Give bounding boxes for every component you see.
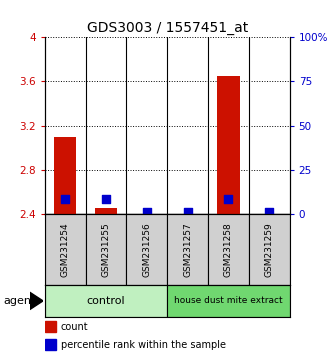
Bar <box>54 137 76 214</box>
Bar <box>167 285 290 317</box>
Bar <box>167 214 208 285</box>
Text: GSM231255: GSM231255 <box>101 222 111 277</box>
Text: percentile rank within the sample: percentile rank within the sample <box>61 340 226 350</box>
Text: house dust mite extract: house dust mite extract <box>174 296 283 306</box>
Bar <box>85 214 126 285</box>
Text: control: control <box>87 296 125 306</box>
Polygon shape <box>30 292 43 309</box>
Bar <box>45 321 56 332</box>
Point <box>226 196 231 202</box>
Text: count: count <box>61 322 88 332</box>
Point <box>266 209 272 214</box>
Text: GSM231259: GSM231259 <box>265 222 274 277</box>
Bar <box>95 207 117 214</box>
Bar <box>45 285 167 317</box>
Bar <box>45 339 56 350</box>
Bar <box>208 214 249 285</box>
Text: GSM231256: GSM231256 <box>142 222 151 277</box>
Text: GSM231258: GSM231258 <box>224 222 233 277</box>
Text: GSM231254: GSM231254 <box>61 222 70 277</box>
Text: agent: agent <box>3 296 36 306</box>
Bar <box>126 214 167 285</box>
Title: GDS3003 / 1557451_at: GDS3003 / 1557451_at <box>86 21 248 35</box>
Text: GSM231257: GSM231257 <box>183 222 192 277</box>
Bar <box>249 214 290 285</box>
Bar <box>45 214 85 285</box>
Point <box>103 196 109 202</box>
Point <box>185 209 190 214</box>
Bar <box>217 76 240 214</box>
Point <box>144 209 149 214</box>
Point <box>63 196 68 202</box>
